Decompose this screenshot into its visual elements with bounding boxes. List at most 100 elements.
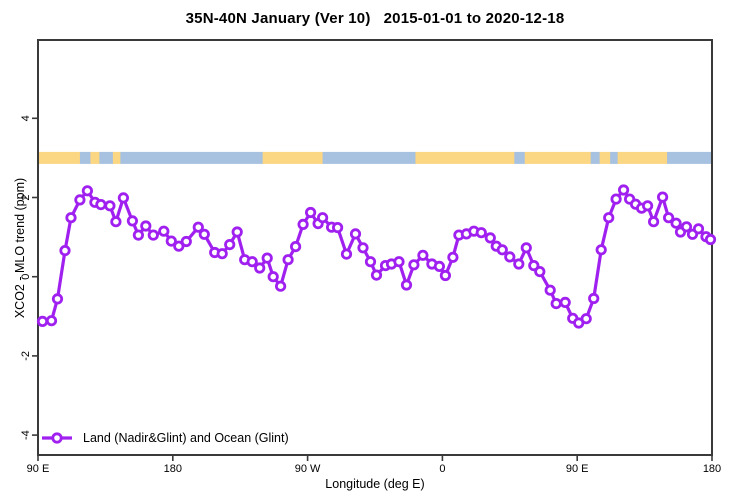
surface-type-band-segment-land	[90, 151, 101, 164]
data-point-marker	[132, 229, 144, 241]
data-point-marker	[95, 199, 107, 211]
data-point-marker	[74, 194, 86, 206]
data-point-marker	[231, 226, 243, 238]
x-tick-label: 0	[439, 463, 445, 475]
plot-box	[37, 39, 713, 456]
data-point-marker	[393, 256, 405, 268]
legend: Land (Nadir&Glint) and Ocean (Glint)	[40, 429, 289, 446]
data-point-marker	[267, 271, 279, 283]
data-point-marker	[282, 254, 294, 266]
data-point-marker	[274, 280, 287, 292]
surface-type-band-segment-land	[262, 151, 324, 164]
data-point-marker	[364, 256, 377, 268]
data-point-marker	[316, 212, 329, 224]
x-tick-label: 180	[164, 463, 182, 475]
data-point-marker	[126, 215, 138, 227]
surface-type-band-segment-ocean	[99, 151, 114, 164]
legend-label: Land (Nadir&Glint) and Ocean (Glint)	[83, 430, 289, 445]
data-point-marker	[36, 315, 49, 327]
y-tick-label: -4	[20, 430, 32, 440]
data-point-marker	[610, 193, 622, 205]
data-point-marker	[357, 242, 369, 254]
data-point-marker	[680, 221, 693, 233]
data-point-marker	[670, 217, 682, 229]
y-tick-label: 0	[20, 274, 32, 280]
data-point-marker	[254, 262, 266, 274]
data-point-marker	[289, 241, 302, 253]
data-point-marker	[662, 212, 675, 224]
surface-type-band-segment-land	[38, 151, 81, 164]
data-point-marker	[496, 244, 508, 256]
data-point-marker	[192, 221, 204, 233]
data-point-marker	[370, 269, 383, 281]
x-tick-label: 90 E	[27, 463, 50, 475]
x-tick-label: 180	[703, 463, 721, 475]
data-point-marker	[51, 293, 64, 305]
data-point-marker	[140, 220, 152, 232]
data-point-marker	[246, 256, 258, 268]
data-point-marker	[433, 260, 445, 272]
data-point-marker	[110, 216, 122, 228]
surface-type-band-segment-land	[617, 151, 668, 164]
data-point-marker	[513, 258, 525, 270]
data-point-marker	[417, 249, 429, 261]
surface-type-band-segment-land	[415, 151, 515, 164]
data-point-marker	[45, 315, 58, 327]
data-point-marker	[297, 218, 309, 230]
data-point-marker	[158, 225, 170, 237]
data-point-marker	[656, 191, 669, 203]
data-point-marker	[198, 228, 210, 240]
data-point-marker	[692, 223, 705, 235]
surface-type-band-segment-ocean	[610, 151, 619, 164]
legend-marker-icon	[42, 431, 72, 444]
data-point-marker	[224, 239, 236, 251]
surface-type-band-segment-ocean	[667, 151, 713, 164]
data-point-marker	[504, 251, 516, 263]
data-point-marker	[408, 259, 420, 271]
data-point-marker	[117, 192, 130, 204]
data-point-marker	[641, 200, 654, 212]
data-point-marker	[59, 245, 71, 257]
y-tick-label: -2	[20, 351, 32, 361]
y-tick-label: 4	[20, 115, 32, 121]
data-point-marker	[550, 297, 562, 310]
surface-type-band-segment-ocean	[120, 151, 264, 164]
x-tick-label: 90 E	[566, 463, 589, 475]
y-axis-title: XCO2 - MLO trend (ppm)	[13, 177, 27, 319]
data-point-marker	[340, 248, 353, 260]
data-point-marker	[104, 200, 116, 212]
x-tick-label: 90 W	[295, 463, 321, 475]
data-point-marker	[559, 296, 571, 308]
data-point-marker	[580, 313, 592, 325]
data-point-marker	[588, 292, 600, 305]
data-point-marker	[520, 242, 532, 254]
y-tick-label: 2	[20, 194, 32, 200]
data-point-marker	[534, 265, 546, 278]
data-point-marker	[617, 184, 630, 196]
data-point-marker	[304, 206, 317, 219]
surface-type-band-segment-ocean	[322, 151, 417, 164]
data-line	[40, 188, 713, 325]
data-point-marker	[81, 185, 94, 197]
data-point-marker	[400, 279, 413, 291]
data-point-marker	[439, 269, 451, 282]
data-point-marker	[475, 227, 487, 239]
surface-type-band-segment-ocean	[79, 151, 92, 164]
data-point-marker	[647, 216, 660, 228]
surface-type-band-segment-land	[112, 151, 121, 164]
data-point-marker	[484, 232, 496, 244]
data-point-marker	[603, 212, 615, 224]
data-point-marker	[216, 248, 228, 260]
data-point-marker	[544, 284, 556, 296]
x-axis-title: Longitude (deg E)	[325, 477, 425, 491]
chart-title: 35N-40N January (Ver 10) 2015-01-01 to 2…	[185, 10, 565, 27]
surface-type-band-segment-land	[599, 151, 611, 164]
data-point-marker	[65, 212, 77, 224]
data-point-marker	[447, 251, 459, 263]
data-point-marker	[165, 235, 177, 247]
data-point-marker	[173, 240, 185, 252]
data-point-marker	[261, 252, 273, 264]
data-point-marker	[349, 228, 362, 240]
